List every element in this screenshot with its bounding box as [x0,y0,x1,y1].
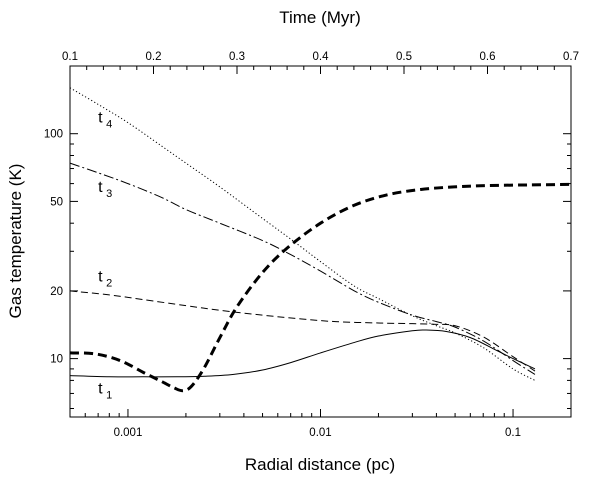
series-line-t1 [69,329,536,378]
x2-tick-label: 0.2 [146,51,162,63]
y-tick-label: 50 [50,196,63,208]
series-label-sub-t3: 3 [106,188,112,200]
x2-tick-label: 0.4 [313,51,330,63]
x2-axis-label: Time (Myr) [279,8,361,27]
series-line-t2 [69,290,536,372]
series-label-t3: t [98,179,103,196]
x-tick-label: 0.001 [114,427,143,439]
x2-tick-label: 0.5 [396,51,412,63]
series-lines [69,87,572,393]
series-label-sub-t2: 2 [106,278,112,290]
series-label-sub-t1: 1 [106,389,112,401]
series-line-thick-dashed [69,182,572,393]
series-label-t2: t [98,269,103,286]
axis-ticks [69,65,572,417]
y-tick-label: 20 [50,286,63,298]
x2-tick-label: 0.7 [563,51,579,63]
series-line-t3 [69,162,536,375]
x2-tick-label: 0.3 [229,51,245,63]
series-label-sub-t4: 4 [106,119,112,131]
y-tick-label: 100 [44,129,63,141]
x-axis-label: Radial distance (pc) [245,455,395,474]
y-axis-label: Gas temperature (K) [6,164,25,319]
x-tick-label: 0.1 [505,427,521,439]
series-label-t4: t [98,110,103,127]
series-labels: t 1t 2t 3t 4 [98,110,112,402]
x2-tick-label: 0.6 [480,51,496,63]
series-label-t1: t [98,380,103,397]
y-tick-label: 10 [50,354,63,366]
axis-tick-labels: 0.001 0.01 0.1 0.1 0.2 0.3 0.4 0.5 0.6 0.7 10 20 50 1… [44,51,579,439]
x2-tick-label: 0.1 [62,51,78,63]
series-line-t4 [69,87,536,381]
plot-frame [69,65,572,418]
x-tick-label: 0.01 [309,427,331,439]
